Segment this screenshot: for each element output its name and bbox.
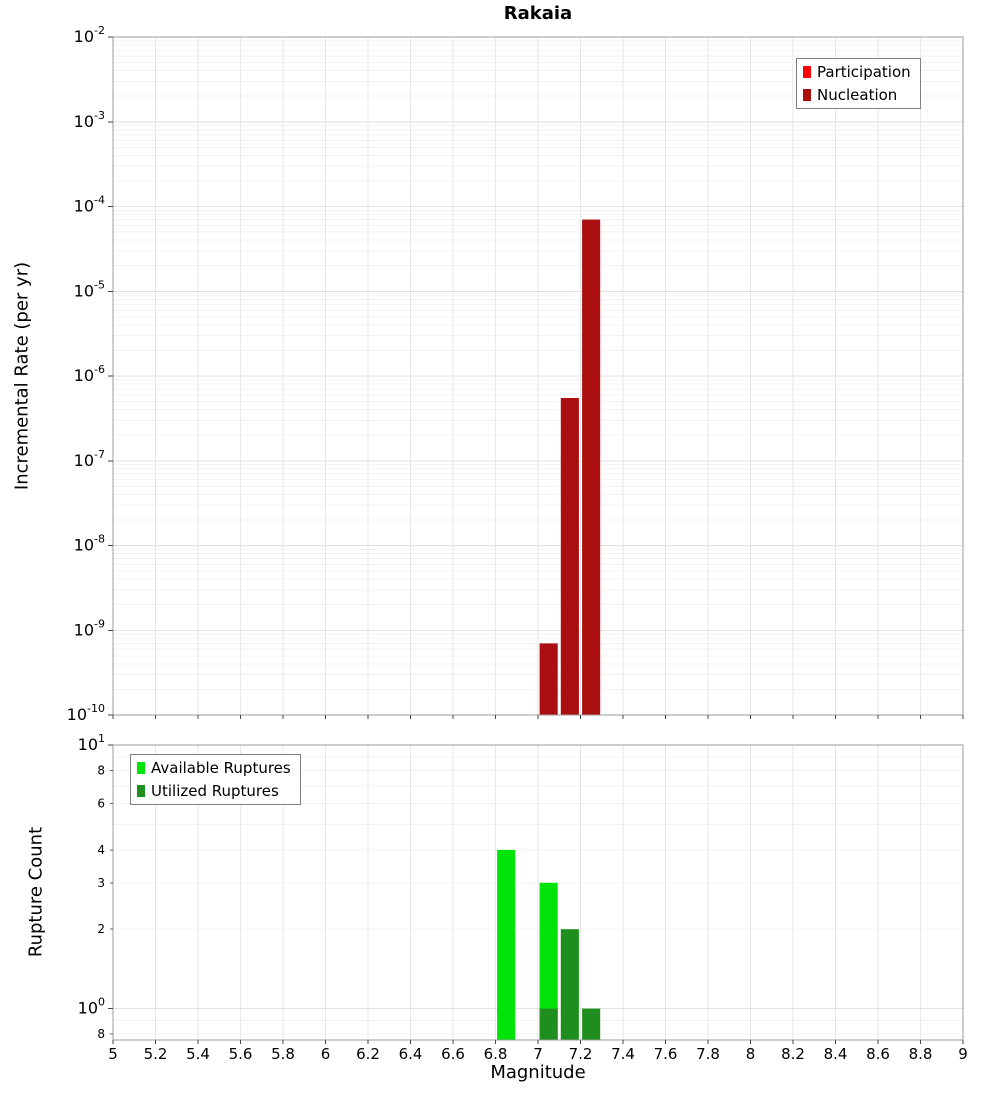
x-tick-label: 6.6 [441, 1045, 465, 1063]
gridlines [112, 36, 964, 716]
bottom-legend: Available Ruptures Utilized Ruptures [130, 754, 301, 805]
legend-label-participation: Participation [817, 63, 911, 81]
nucleation-swatch [803, 89, 811, 101]
x-tick-label: 5.2 [144, 1045, 168, 1063]
y-minor-tick-label: 3 [97, 876, 105, 890]
y-tick-label: 10-6 [74, 363, 105, 385]
top-plot: 10-10 10-9 10-8 10-7 10-6 10-5 10-4 10-3 10-2 [67, 24, 964, 724]
bar [560, 929, 579, 1040]
legend-item-participation: Participation [803, 63, 911, 81]
y-minor-tick-label: 6 [97, 797, 105, 811]
bar [582, 1008, 601, 1040]
y-tick-label: 10-7 [74, 448, 105, 470]
x-tick-label: 8 [746, 1045, 756, 1063]
nucleation-bars [539, 219, 601, 715]
y-minor-tick-label: 8 [97, 1027, 105, 1041]
x-tick-label: 5.6 [229, 1045, 253, 1063]
y-tick-label: 10-8 [74, 533, 105, 555]
bar [539, 882, 558, 1040]
x-axis-label: Magnitude [490, 1062, 586, 1083]
y-tick-label: 10-2 [74, 24, 105, 46]
x-tick-label: 8.2 [781, 1045, 805, 1063]
legend-item-nucleation: Nucleation [803, 86, 911, 104]
y-minor-tick-label: 4 [97, 843, 105, 857]
x-tick-label: 7.4 [611, 1045, 635, 1063]
y-tick-label: 10-9 [74, 617, 105, 639]
x-tick-label: 5 [108, 1045, 118, 1063]
x-tick-label: 7.2 [569, 1045, 593, 1063]
y-minor-tick-label: 8 [97, 764, 105, 778]
top-legend: Participation Nucleation [796, 58, 921, 109]
bar [497, 849, 516, 1040]
available-ruptures-swatch [137, 762, 145, 774]
x-tick-label: 6.4 [399, 1045, 423, 1063]
x-tick-label: 7.6 [654, 1045, 678, 1063]
y-tick-label: 10-10 [67, 702, 105, 724]
y-tick-label: 10-5 [74, 278, 105, 300]
x-tick-label: 5.4 [186, 1045, 210, 1063]
participation-swatch [803, 66, 811, 78]
x-tick-label: 9 [958, 1045, 968, 1063]
x-tick-label: 8.6 [866, 1045, 890, 1063]
x-tick-label: 8.4 [824, 1045, 848, 1063]
legend-label-utilized-ruptures: Utilized Ruptures [151, 782, 279, 800]
x-tick-label: 6 [321, 1045, 331, 1063]
legend-label-available-ruptures: Available Ruptures [151, 759, 291, 777]
bar [582, 219, 601, 715]
utilized-ruptures-bars [539, 929, 601, 1040]
x-tick-label: 7.8 [696, 1045, 720, 1063]
y-tick-label: 10-3 [74, 109, 105, 131]
x-tick-label: 5.8 [271, 1045, 295, 1063]
utilized-ruptures-swatch [137, 785, 145, 797]
chart-title: Rakaia [503, 3, 573, 24]
x-tick-label: 7 [533, 1045, 543, 1063]
x-tick-label: 8.8 [909, 1045, 933, 1063]
axis-ticks-and-labels: 10-10 10-9 10-8 10-7 10-6 10-5 10-4 10-3 10-2 [67, 24, 964, 724]
bar [560, 398, 579, 715]
y-minor-tick-label: 2 [97, 922, 105, 936]
available-ruptures-bars [497, 849, 558, 1040]
y-tick-label: 10-4 [74, 194, 105, 216]
y-tick-label: 100 [78, 996, 105, 1018]
x-tick-label: 6.8 [484, 1045, 508, 1063]
y-tick-label: 101 [78, 732, 105, 754]
bar [539, 1008, 558, 1040]
legend-item-available-ruptures: Available Ruptures [137, 759, 291, 777]
bar [539, 643, 558, 715]
legend-item-utilized-ruptures: Utilized Ruptures [137, 782, 291, 800]
x-tick-label: 6.2 [356, 1045, 380, 1063]
legend-label-nucleation: Nucleation [817, 86, 898, 104]
